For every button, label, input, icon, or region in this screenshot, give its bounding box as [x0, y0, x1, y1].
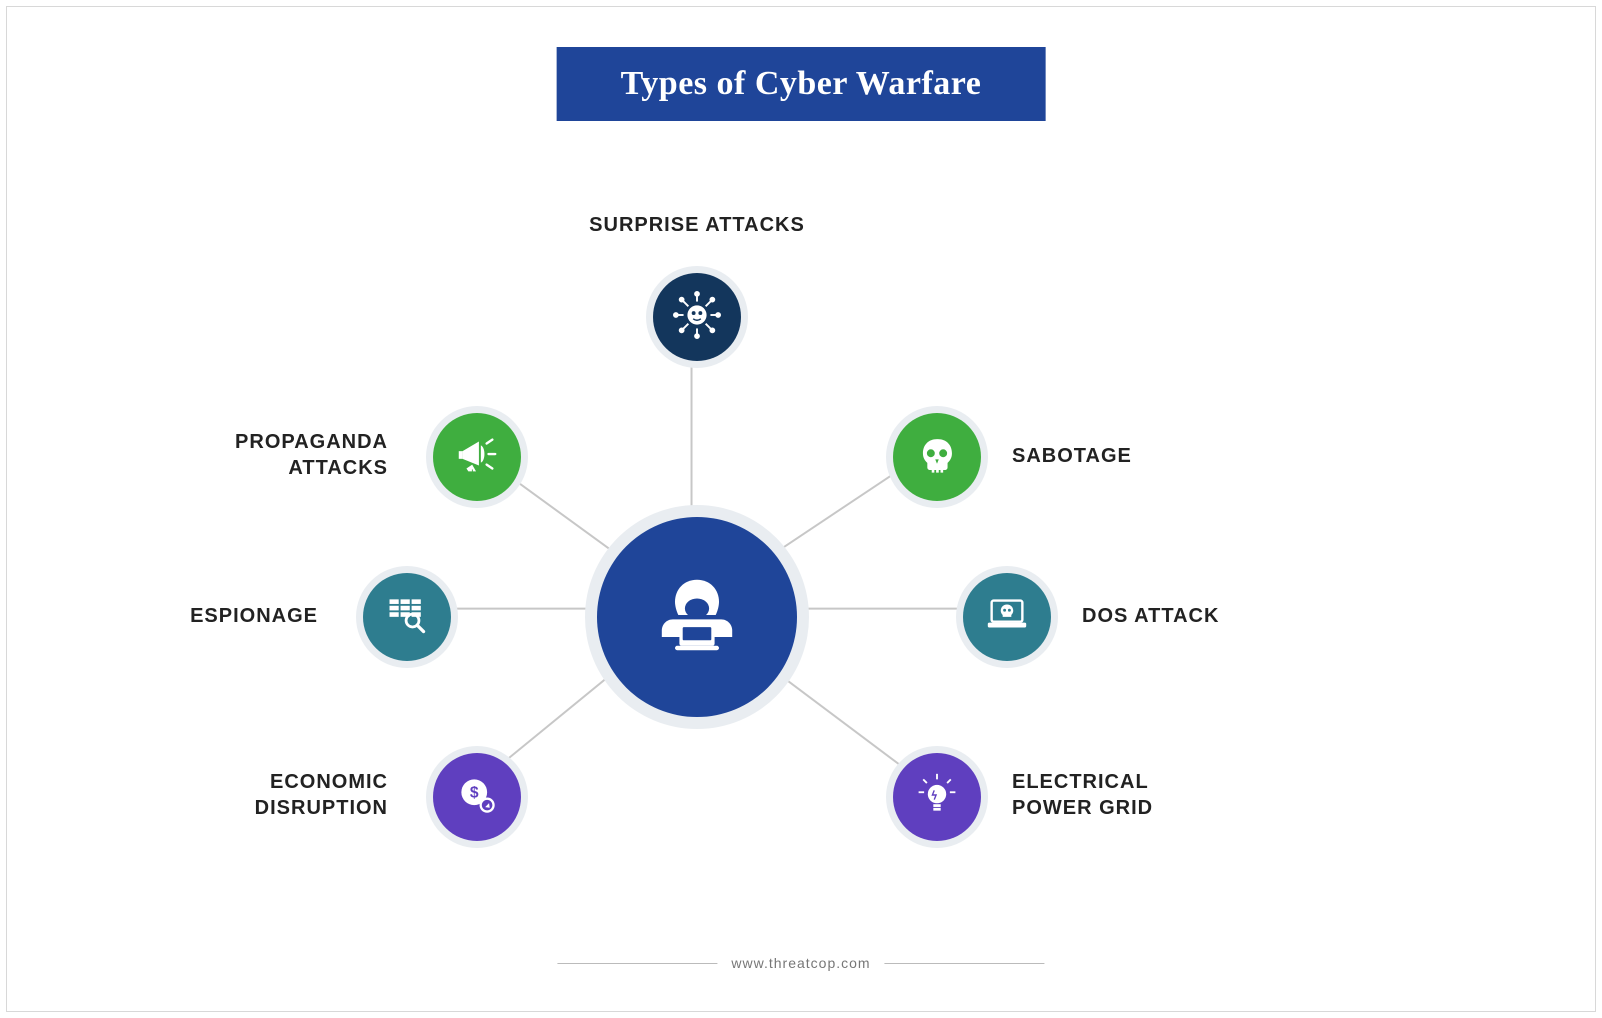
surprise-label: SURPRISE ATTACKS: [547, 212, 847, 238]
propaganda-label: PROPAGANDAATTACKS: [235, 429, 388, 481]
center-node: [597, 517, 797, 717]
megaphone-icon: !: [453, 431, 501, 484]
footer-rule-right: [885, 963, 1045, 964]
skull-icon: [915, 433, 959, 482]
footer-text: www.threatcop.com: [731, 955, 870, 971]
economic-node: $: [433, 753, 521, 841]
footer: www.threatcop.com: [557, 955, 1044, 971]
connector-lines: [7, 7, 1595, 1011]
sabotage-label: SABOTAGE: [1012, 443, 1132, 469]
bulb-icon: [914, 772, 960, 823]
economic-label: ECONOMICDISRUPTION: [255, 769, 388, 821]
dos-label: DOS ATTACK: [1082, 603, 1219, 629]
svg-text:!: !: [471, 469, 473, 476]
footer-rule-left: [557, 963, 717, 964]
laptop-skull-icon: [983, 591, 1031, 644]
outer-frame: Types of Cyber Warfare: [6, 6, 1596, 1012]
espionage-label: ESPIONAGE: [190, 603, 318, 629]
sabotage-node: [893, 413, 981, 501]
propaganda-node: !: [433, 413, 521, 501]
dollar-icon: $: [454, 772, 500, 823]
power-node: [893, 753, 981, 841]
power-label: ELECTRICALPOWER GRID: [1012, 769, 1153, 821]
hacker-icon: [642, 560, 752, 675]
virus-icon: [673, 291, 721, 344]
search-grid-icon: [384, 592, 430, 643]
svg-text:$: $: [470, 784, 479, 801]
dos-node: [963, 573, 1051, 661]
surprise-node: [653, 273, 741, 361]
diagram-canvas: SURPRISE ATTACKS SABOTAGE DOS ATTACK: [7, 7, 1595, 1011]
espionage-node: [363, 573, 451, 661]
